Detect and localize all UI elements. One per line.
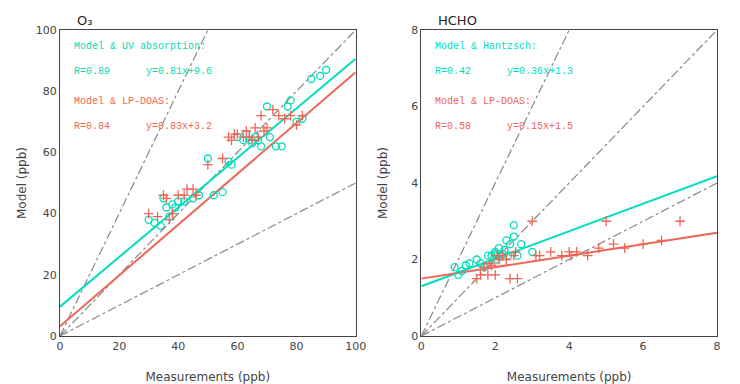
- svg-text:40: 40: [171, 340, 185, 353]
- svg-text:Model & UV absorption:: Model & UV absorption:: [74, 41, 206, 52]
- svg-text:R=0.89 y=0.81x+9.6: R=0.89 y=0.81x+9.6: [74, 66, 212, 77]
- svg-text:100: 100: [36, 24, 57, 37]
- svg-text:80: 80: [43, 85, 57, 98]
- svg-text:R=0.42 y=0.36x+1.3: R=0.42 y=0.36x+1.3: [435, 66, 573, 77]
- svg-text:0: 0: [418, 340, 425, 353]
- svg-text:O₃: O₃: [77, 13, 92, 28]
- svg-text:Measurements (ppb): Measurements (ppb): [507, 370, 632, 384]
- svg-text:40: 40: [43, 207, 57, 220]
- svg-text:60: 60: [230, 340, 244, 353]
- svg-text:0: 0: [411, 330, 418, 343]
- svg-text:20: 20: [43, 269, 57, 282]
- svg-text:4: 4: [566, 340, 573, 353]
- svg-text:100: 100: [345, 340, 366, 353]
- svg-text:Model & Hantzsch:: Model & Hantzsch:: [435, 41, 537, 52]
- svg-text:R=0.58 y=0.15x+1.5: R=0.58 y=0.15x+1.5: [435, 121, 573, 132]
- svg-text:2: 2: [492, 340, 499, 353]
- svg-text:4: 4: [411, 177, 418, 190]
- svg-text:6: 6: [640, 340, 647, 353]
- svg-text:8: 8: [411, 24, 418, 37]
- svg-text:Model (ppb): Model (ppb): [376, 147, 390, 219]
- svg-text:Model (ppb): Model (ppb): [15, 147, 29, 219]
- svg-text:8: 8: [714, 340, 721, 353]
- svg-text:0: 0: [57, 340, 64, 353]
- svg-text:Model & LP-DOAS:: Model & LP-DOAS:: [435, 96, 531, 107]
- svg-text:6: 6: [411, 100, 418, 113]
- svg-text:0: 0: [50, 330, 57, 343]
- svg-text:R=0.84 y=0.83x+3.2: R=0.84 y=0.83x+3.2: [74, 121, 212, 132]
- svg-text:Model & LP-DOAS:: Model & LP-DOAS:: [74, 96, 170, 107]
- svg-text:20: 20: [112, 340, 126, 353]
- svg-text:HCHO: HCHO: [438, 13, 477, 28]
- svg-text:60: 60: [43, 146, 57, 159]
- svg-text:2: 2: [411, 253, 418, 266]
- svg-text:Measurements (ppb): Measurements (ppb): [145, 370, 270, 384]
- svg-text:80: 80: [290, 340, 304, 353]
